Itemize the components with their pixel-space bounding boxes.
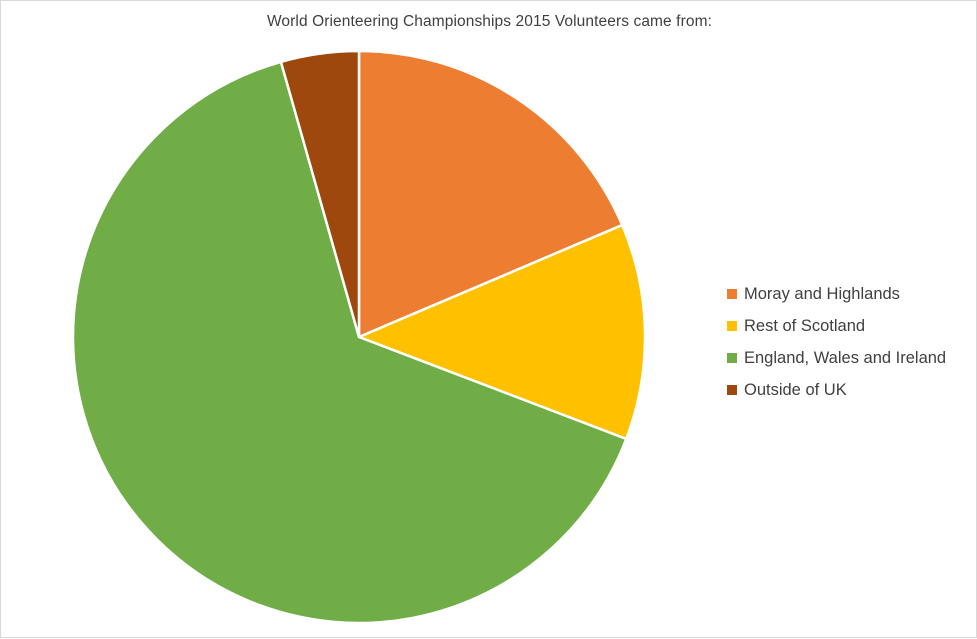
legend-item-moray-and-highlands: Moray and Highlands [727,278,946,310]
legend-label: Rest of Scotland [744,316,866,335]
legend-label: Moray and Highlands [744,284,900,303]
pie-slices [71,49,647,625]
pie-slice-england-wales-and-ireland [71,60,628,625]
legend-item-outside-of-uk: Outside of UK [727,374,946,406]
legend-label: England, Wales and Ireland [744,348,947,367]
pie-slice-outside-of-uk [279,49,361,339]
legend-swatch [727,289,737,299]
legend-item-rest-of-scotland: Rest of Scotland [727,310,946,342]
legend-swatch [727,385,737,395]
chart-legend: Moray and Highlands Rest of Scotland Engla… [727,278,946,406]
chart-title: World Orienteering Championships 2015 Vo… [266,13,712,30]
legend-swatch [727,321,737,331]
pie-slice-moray-and-highlands [357,49,624,339]
pie-slice-rest-of-scotland [357,223,647,441]
legend-item-england-wales-and-ireland: England, Wales and Ireland [727,342,946,374]
legend-swatch [727,353,737,363]
legend-label: Outside of UK [744,380,847,399]
